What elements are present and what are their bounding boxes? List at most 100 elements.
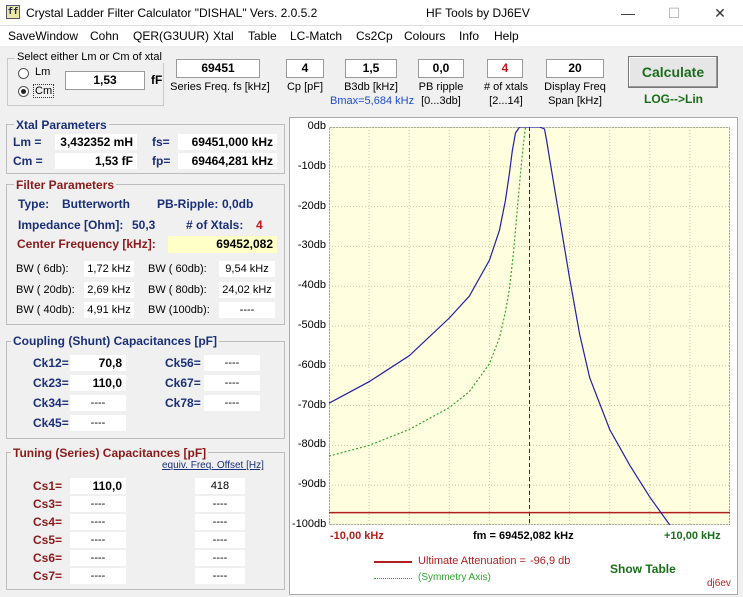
cs1-value: 110,0 (70, 478, 126, 494)
bw20-value: 2,69 kHz (84, 282, 134, 298)
pb-ripple-input[interactable]: 0,0 (418, 59, 464, 78)
cs6-value: ---- (70, 550, 126, 566)
center-freq-label: Center Frequency [kHz]: (17, 237, 156, 251)
y-tick-label: -30db (297, 239, 326, 252)
type-label: Type: (18, 197, 50, 211)
ck23-label: Ck23= (33, 376, 69, 390)
y-tick-label: -70db (297, 398, 326, 411)
series-freq-input[interactable]: 69451 (176, 59, 260, 78)
menu-colours[interactable]: Colours (404, 29, 446, 43)
y-tick-label: 0db (307, 120, 326, 132)
radio-lm[interactable] (18, 68, 29, 79)
y-tick-label: -50db (297, 319, 326, 331)
bw6-label: BW ( 6db): (16, 263, 69, 275)
menu-xtal[interactable]: Xtal (213, 29, 234, 43)
show-table-link[interactable]: Show Table (610, 562, 676, 576)
ck45-value: ---- (70, 415, 126, 431)
fp-value: 69464,281 kHz (178, 153, 277, 169)
ck56-value: ---- (204, 355, 260, 371)
menu-help[interactable]: Help (494, 29, 519, 43)
cs1-label: Cs1= (33, 479, 63, 493)
impedance-label: Impedance [Ohm]: (18, 218, 124, 232)
cs6-offset: ---- (195, 550, 245, 566)
ck45-label: Ck45= (33, 416, 69, 430)
display-span-input[interactable]: 20 (546, 59, 604, 78)
menu-info[interactable]: Info (459, 29, 480, 43)
menu-qer[interactable]: QER(G3UUR) (133, 29, 210, 43)
xtal-value-input[interactable]: 1,53 (65, 71, 145, 90)
radio-lm-label: Lm (35, 66, 51, 78)
lm-value: 3,432352 mH (55, 134, 137, 150)
legend-ultimate-label: Ultimate Attenuation = (418, 555, 526, 567)
radio-cm[interactable] (18, 86, 29, 97)
cs5-value: ---- (70, 532, 126, 548)
cs7-offset: ---- (195, 568, 245, 584)
display-span-sub: Span [kHz] (548, 95, 602, 107)
y-tick-label: -100db (292, 518, 327, 530)
ck78-value: ---- (204, 395, 260, 411)
pb-ripple-label: PB-Ripple: (157, 197, 219, 211)
menu-savewindow[interactable]: SaveWindow (8, 29, 79, 43)
calculate-button[interactable]: Calculate (628, 56, 718, 88)
b3db-input[interactable]: 1,5 (345, 59, 397, 78)
menu-bar (0, 26, 743, 46)
cs5-label: Cs5= (33, 533, 63, 547)
app-icon: ff (6, 5, 20, 19)
cp-caption: Cp [pF] (286, 81, 324, 93)
cs7-value: ---- (70, 568, 126, 584)
x-center-label: fm = 69452,082 kHz (473, 530, 574, 542)
menu-cs2cp[interactable]: Cs2Cp (356, 29, 393, 43)
num-xtals-input[interactable]: 4 (487, 59, 523, 78)
menu-lc-match[interactable]: LC-Match (290, 29, 343, 43)
filter-params-title: Filter Parameters (14, 178, 117, 192)
select-xtal-label: Select either Lm or Cm of xtal (15, 51, 164, 63)
ck56-label: Ck56= (165, 356, 201, 370)
fp-label: fp= (152, 154, 171, 168)
maximize-button[interactable]: ☐ (667, 5, 681, 21)
ck67-label: Ck67= (165, 376, 201, 390)
num-xtals-range: [2...14] (489, 95, 523, 107)
fs-label: fs= (152, 135, 170, 149)
cs5-offset: ---- (195, 532, 245, 548)
xtal-params-title: Xtal Parameters (14, 118, 109, 132)
y-tick-label: -60db (297, 358, 326, 371)
num-xtals-caption: # of xtals (483, 81, 529, 93)
pb-ripple-range: [0...3db] (421, 95, 461, 107)
menu-table[interactable]: Table (248, 29, 277, 43)
cs4-label: Cs4= (33, 515, 63, 529)
symmetry-curve (329, 127, 527, 457)
cs7-label: Cs7= (33, 569, 63, 583)
ck12-label: Ck12= (33, 356, 69, 370)
impedance-value: 50,3 (132, 218, 156, 232)
pb-ripple-value: 0,0db (222, 197, 254, 211)
pb-ripple-caption: PB ripple (418, 81, 464, 93)
bw100-label: BW (100db): (148, 304, 210, 316)
num-xtals-label: # of Xtals: (186, 218, 244, 232)
log-lin-toggle[interactable]: LOG-->Lin (644, 92, 703, 106)
radio-cm-label: Cm (33, 84, 55, 98)
legend-ultimate-value: -96,9 db (530, 555, 571, 567)
close-button[interactable]: ✕ (714, 5, 726, 21)
bw6-value: 1,72 kHz (84, 261, 134, 277)
bw20-label: BW ( 20db): (16, 284, 75, 296)
bw40-value: 4,91 kHz (84, 302, 134, 318)
freq-offset-header: equiv. Freq. Offset [Hz] (162, 460, 264, 471)
center-freq-value: 69452,082 (168, 236, 277, 253)
cs3-value: ---- (70, 496, 126, 512)
bmax-text: Bmax=5,684 kHz (330, 95, 415, 107)
filter-params-panel (6, 184, 285, 325)
ck34-label: Ck34= (33, 396, 69, 410)
series-freq-caption: Series Freq. fs [kHz] (170, 81, 270, 93)
bw60-label: BW ( 60db): (148, 263, 207, 275)
menu-cohn[interactable]: Cohn (90, 29, 119, 43)
ck34-value: ---- (70, 395, 126, 411)
title-bar (0, 0, 743, 26)
cp-input[interactable]: 4 (286, 59, 324, 78)
minimize-button[interactable]: — (621, 5, 635, 21)
display-span-caption: Display Freq (544, 81, 606, 93)
y-tick-label: -10db (297, 159, 326, 172)
coupling-title: Coupling (Shunt) Capacitances [pF] (11, 334, 219, 348)
bw40-label: BW ( 40db): (16, 304, 75, 316)
fs-value: 69451,000 kHz (178, 134, 277, 150)
legend-symmetry-label: (Symmetry Axis) (418, 572, 491, 583)
